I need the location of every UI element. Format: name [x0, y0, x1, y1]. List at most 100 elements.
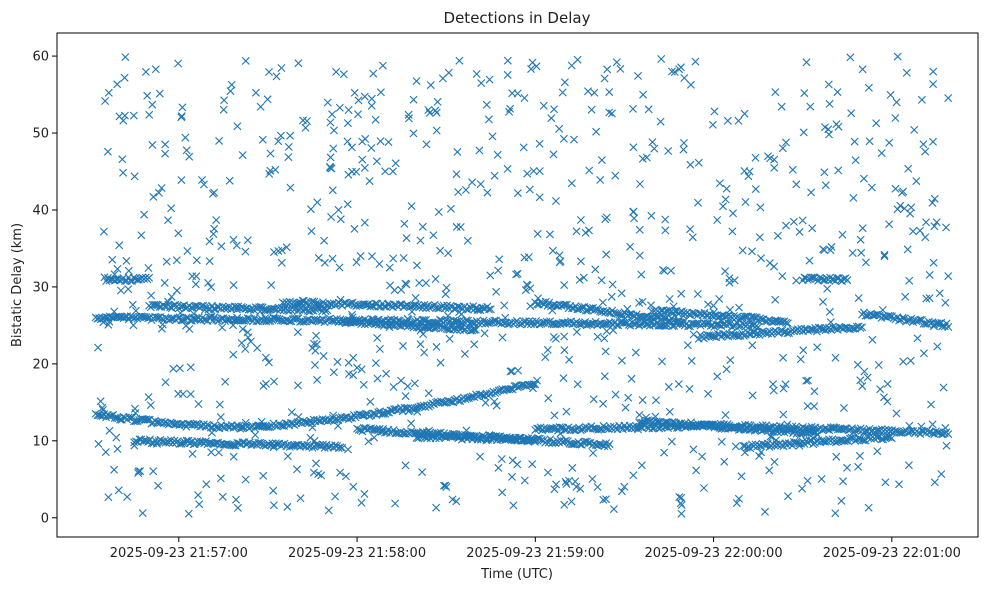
data-point: [642, 153, 651, 162]
data-point: [627, 374, 636, 383]
data-point: [313, 198, 322, 207]
data-point: [120, 313, 129, 322]
data-point: [344, 445, 352, 454]
data-point: [186, 363, 195, 372]
data-point: [217, 314, 226, 323]
data-point: [764, 152, 772, 161]
y-tick-label: 10: [32, 434, 49, 449]
data-point: [388, 167, 397, 176]
data-point: [541, 353, 550, 362]
data-point: [704, 389, 713, 398]
data-point: [379, 425, 388, 433]
data-point: [101, 448, 110, 457]
data-point: [795, 227, 804, 236]
data-point: [921, 147, 930, 156]
data-point: [404, 110, 413, 119]
data-point: [757, 254, 765, 263]
data-point: [373, 374, 382, 383]
x-tick-label: 2025-09-23 21:58:00: [288, 546, 426, 561]
data-point: [334, 444, 343, 452]
data-point: [582, 306, 590, 315]
data-point: [917, 95, 926, 104]
data-point: [118, 155, 127, 164]
data-point: [232, 495, 240, 504]
data-point: [175, 364, 184, 373]
data-point: [424, 106, 433, 114]
data-point: [483, 188, 492, 197]
data-point: [535, 139, 544, 148]
data-point: [440, 398, 449, 407]
data-point: [941, 423, 950, 432]
data-point: [441, 481, 450, 490]
data-point: [216, 413, 225, 422]
data-point: [573, 380, 582, 389]
data-point: [200, 305, 209, 314]
data-point: [486, 305, 495, 314]
data-point: [904, 461, 913, 470]
data-point: [710, 107, 719, 116]
data-point: [124, 285, 133, 294]
data-point: [182, 146, 191, 155]
data-point: [328, 110, 337, 119]
data-point: [367, 101, 376, 110]
data-point: [590, 88, 599, 97]
data-point: [664, 147, 673, 155]
data-point: [194, 400, 203, 408]
data-point: [130, 417, 138, 426]
data-point: [334, 205, 343, 214]
data-point: [834, 166, 843, 175]
data-point: [308, 297, 317, 306]
data-point: [124, 413, 133, 422]
data-point: [301, 123, 310, 132]
data-point: [384, 138, 393, 147]
data-point: [545, 230, 554, 239]
data-point: [905, 421, 914, 430]
data-points: [91, 52, 953, 518]
data-point: [332, 67, 341, 76]
data-point: [130, 314, 139, 323]
data-point: [733, 331, 741, 340]
data-point: [391, 159, 400, 168]
data-point: [115, 241, 124, 250]
data-point: [494, 266, 503, 275]
data-point: [101, 97, 110, 105]
data-point: [635, 298, 644, 307]
data-point: [686, 80, 695, 89]
data-point: [191, 280, 200, 289]
data-point: [553, 320, 562, 329]
data-point: [401, 279, 410, 288]
data-point: [687, 418, 696, 427]
data-point: [330, 126, 338, 135]
data-point: [233, 315, 241, 324]
data-point: [452, 170, 461, 179]
data-point: [312, 459, 320, 468]
data-point: [313, 300, 322, 309]
data-point: [416, 236, 425, 245]
data-point: [542, 317, 551, 326]
data-point: [661, 226, 670, 235]
y-tick-label: 40: [32, 203, 49, 218]
data-point: [944, 94, 953, 103]
data-point: [400, 219, 409, 228]
data-point: [190, 302, 199, 311]
data-point: [303, 117, 311, 125]
data-point: [134, 467, 143, 476]
data-point: [229, 441, 238, 450]
y-axis-label: Bistatic Delay (km): [10, 223, 25, 347]
data-point: [550, 105, 558, 114]
data-point: [335, 263, 344, 272]
data-point: [808, 433, 817, 442]
data-point: [644, 313, 653, 322]
data-point: [600, 74, 609, 83]
data-point: [579, 273, 588, 282]
data-point: [345, 370, 353, 378]
data-point: [262, 317, 271, 326]
data-point: [123, 492, 132, 501]
data-point: [636, 180, 644, 188]
data-point: [602, 250, 611, 259]
data-point: [543, 468, 552, 477]
data-point: [769, 380, 777, 389]
data-point: [410, 428, 419, 437]
data-point: [929, 137, 937, 146]
data-point: [350, 88, 359, 97]
